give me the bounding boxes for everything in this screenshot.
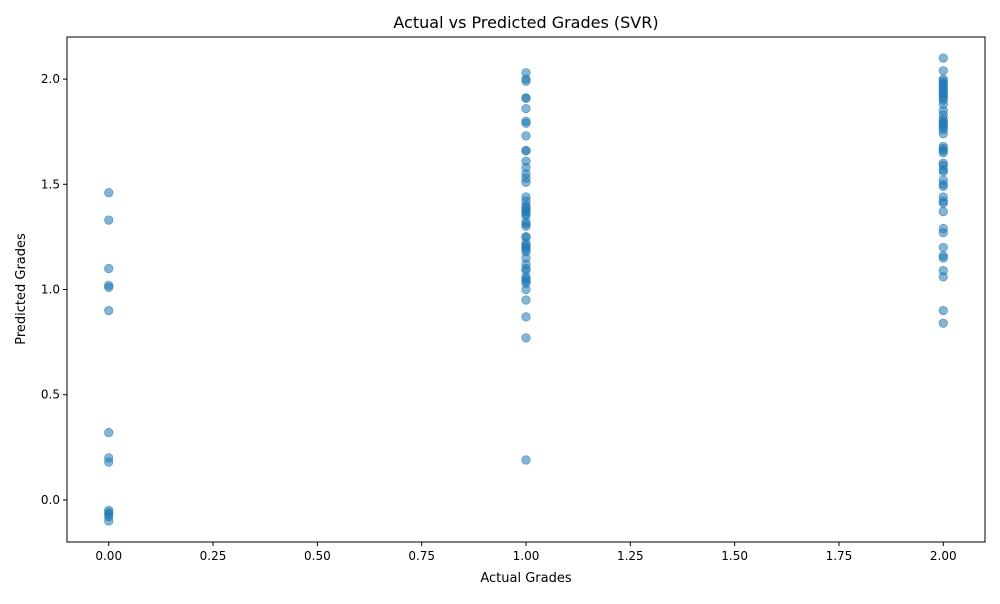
scatter-point: [104, 282, 114, 293]
scatter-point: [521, 118, 531, 128]
y-tick-label: 0.5: [41, 388, 60, 402]
x-axis-ticks: 0.00 0.25 0.50 0.75 1.00 1.25 1.50 1.75 2.00: [95, 542, 957, 563]
scatter-point: [521, 177, 531, 187]
y-tick-label: 0.0: [41, 493, 60, 507]
scatter-point: [938, 167, 948, 177]
scatter-point: [104, 516, 114, 526]
x-tick-label: 2.00: [930, 549, 957, 563]
scatter-point: [521, 284, 531, 295]
scatter-point: [104, 188, 114, 198]
scatter-point: [938, 129, 948, 139]
scatter-point: [938, 148, 948, 158]
x-tick-label: 0.50: [304, 549, 331, 563]
scatter-point: [521, 76, 531, 86]
y-tick-label: 1.5: [41, 177, 60, 191]
scatter-point: [104, 215, 114, 225]
scatter-point: [521, 333, 531, 343]
scatter-point: [521, 221, 531, 231]
scatter-point: [521, 131, 531, 141]
x-axis-label: Actual Grades: [480, 571, 571, 586]
scatter-point: [938, 272, 948, 282]
y-axis-ticks: 0.0 0.5 1.0 1.5 2.0: [41, 72, 67, 507]
x-tick-label: 0.75: [408, 549, 435, 563]
scatter-point: [104, 427, 114, 438]
scatter-point: [938, 318, 948, 328]
scatter-point: [521, 103, 531, 114]
y-tick-label: 2.0: [41, 72, 60, 86]
x-tick-label: 0.00: [95, 549, 122, 563]
chart-title: Actual vs Predicted Grades (SVR): [393, 13, 658, 32]
scatter-point: [938, 242, 948, 253]
scatter-point: [938, 198, 948, 208]
scatter-point: [104, 305, 114, 316]
scatter-point: [938, 305, 948, 316]
scatter-point: [938, 53, 948, 63]
scatter-point: [938, 253, 948, 263]
y-axis-label: Predicted Grades: [14, 233, 29, 345]
x-tick-label: 1.00: [513, 549, 540, 563]
x-tick-label: 1.75: [826, 549, 853, 563]
x-tick-label: 1.50: [721, 549, 748, 563]
y-tick-label: 1.0: [41, 283, 60, 297]
points-layer: [104, 53, 948, 526]
x-tick-label: 1.25: [617, 549, 644, 563]
x-tick-label: 0.25: [200, 549, 227, 563]
scatter-point: [521, 455, 531, 465]
scatter-point: [938, 228, 948, 238]
scatter-point: [104, 457, 114, 467]
scatter-point: [521, 146, 531, 156]
scatter-point: [938, 207, 948, 217]
scatter-point: [938, 66, 948, 76]
scatter-point: [521, 295, 531, 305]
scatter-point: [521, 93, 531, 103]
scatter-point: [521, 312, 531, 322]
scatter-point: [938, 181, 948, 191]
scatter-point: [104, 263, 114, 274]
